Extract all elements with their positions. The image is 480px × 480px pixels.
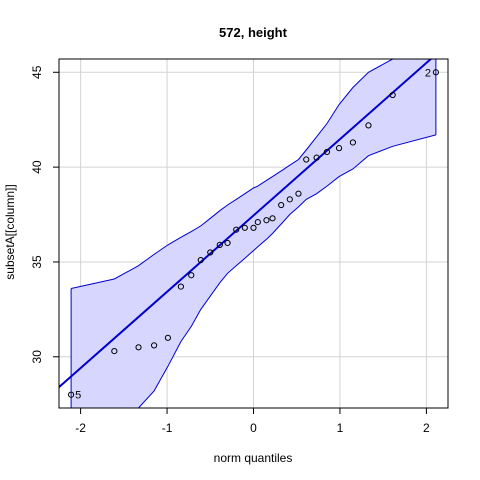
data-point [254,219,261,226]
data-point [295,190,302,197]
x-tick-label: -1 [162,421,173,435]
data-point [197,256,204,264]
y-axis-label: subsetA[[column]] [3,184,17,279]
envelope-upper-line [70,59,436,289]
data-point [286,196,293,203]
chart-title: 572, height [219,25,288,40]
y-tick-label: 45 [30,65,44,79]
data-point [224,239,231,247]
data-point [216,241,223,248]
data-point [365,122,372,129]
data-point [278,201,285,209]
data-point [150,342,158,349]
x-tick-label: -2 [75,421,86,435]
y-tick-label: 35 [30,255,44,269]
point-label: 2 [425,67,431,79]
data-point [68,391,75,398]
data-point [250,224,257,231]
y-tick-label: 40 [30,160,44,174]
plot-area: 52 [59,59,448,408]
confidence-envelope [71,59,436,408]
x-tick-label: 2 [423,421,430,435]
data-point [323,148,331,156]
reference-line [59,59,433,388]
data-point [111,347,118,355]
data-point [313,154,320,161]
x-tick-label: 1 [337,421,344,435]
data-point [303,156,310,163]
data-point [233,226,240,233]
data-point [349,139,357,146]
data-point [188,272,195,279]
data-point [207,249,214,256]
data-point [177,283,184,290]
y-tick-label: 30 [30,350,44,364]
data-point [241,224,248,231]
data-point [269,215,276,222]
x-tick-label: 0 [250,421,257,435]
x-axis-label: norm quantiles [214,451,293,465]
data-point [389,91,396,99]
data-point [164,334,172,341]
point-label: 5 [75,390,81,402]
data-point [335,145,343,152]
envelope-lower-line [71,134,437,408]
data-point [432,69,439,76]
data-point [135,344,142,351]
data-point [263,217,270,224]
